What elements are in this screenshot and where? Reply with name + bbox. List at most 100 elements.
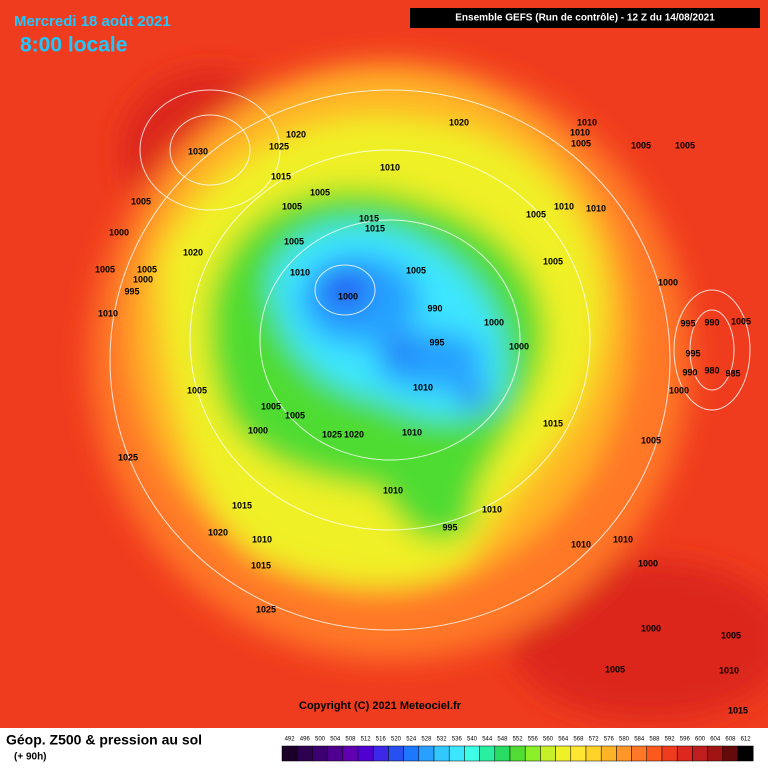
legend-value: 528	[421, 737, 432, 743]
isobar-label: 1030	[188, 146, 208, 156]
legend-value: 544	[482, 737, 493, 743]
isobar-label: 995	[429, 337, 444, 347]
isobar-label: 1005	[721, 630, 741, 640]
isobar-label: 995	[685, 348, 700, 358]
model-box	[410, 8, 760, 28]
legend-swatch	[600, 745, 617, 762]
isobar-label: 1005	[631, 140, 651, 150]
legend-value: 512	[361, 737, 372, 743]
legend-value: 604	[710, 737, 721, 743]
isobar-label: 1000	[133, 274, 153, 284]
isobar-label: 1020	[344, 429, 364, 439]
isobar-label: 990	[682, 367, 697, 377]
isobar-label: 1005	[526, 209, 546, 219]
legend-swatch	[616, 745, 632, 762]
isobar-label: 1000	[641, 623, 661, 633]
isobar-label: 1010	[613, 534, 633, 544]
legend-swatch	[433, 745, 450, 762]
isobar-label: 1010	[380, 162, 400, 172]
isobar-label: 1025	[256, 604, 276, 614]
isobar-label: 1010	[252, 534, 272, 544]
legend-value: 532	[437, 737, 448, 743]
legend-swatch	[570, 745, 587, 762]
isobar-lines	[109, 89, 751, 631]
isobar-label: 1000	[669, 385, 689, 395]
legend-swatch	[327, 745, 344, 762]
isobar-label: 1000	[658, 277, 678, 287]
isobar-label: 1005	[571, 138, 591, 148]
legend-value: 520	[391, 737, 402, 743]
isobar-label: 990	[427, 303, 442, 313]
legend-value: 572	[589, 737, 600, 743]
legend-swatch	[555, 745, 572, 762]
isobar-label: 1015	[365, 223, 385, 233]
legend-swatch	[509, 745, 526, 762]
legend-value: 568	[573, 737, 584, 743]
isobar-label: 985	[725, 368, 740, 378]
legend-swatch	[631, 745, 648, 762]
footer-title: Géop. Z500 & pression au sol	[6, 732, 202, 748]
isobar-label: 1005	[406, 265, 426, 275]
isobar-label: 1000	[338, 291, 358, 301]
legend-value: 584	[634, 737, 645, 743]
legend-value: 500	[315, 737, 326, 743]
isobar-label: 1010	[290, 267, 310, 277]
legend-swatch	[372, 745, 389, 762]
isobar-label: 1005	[187, 385, 207, 395]
legend-value: 596	[680, 737, 691, 743]
legend-swatch	[342, 745, 359, 762]
isobar-label: 1015	[359, 213, 379, 223]
isobar-label: 1010	[586, 203, 606, 213]
isobar-label: 1015	[543, 418, 563, 428]
isobar-label: 1005	[137, 264, 157, 274]
legend-value: 496	[300, 737, 311, 743]
isobar-label: 1005	[131, 196, 151, 206]
forecast-time: 8:00 locale	[20, 34, 127, 57]
isobar-label: 1005	[261, 401, 281, 411]
isobar-label: 1000	[509, 341, 529, 351]
isobar-label: 990	[704, 317, 719, 327]
isobar-label: 1015	[271, 171, 291, 181]
legend-swatch	[646, 745, 663, 762]
legend-swatch	[296, 745, 313, 762]
legend-value: 508	[345, 737, 356, 743]
isobar-label: 995	[124, 286, 139, 296]
isobar-label: 1005	[310, 187, 330, 197]
isobar-label: 1000	[484, 317, 504, 327]
legend-value: 592	[665, 737, 676, 743]
isobar-label: 995	[680, 318, 695, 328]
legend-swatch	[494, 745, 511, 762]
legend-value: 516	[376, 737, 387, 743]
isobar-label: 1010	[383, 485, 403, 495]
legend-value: 608	[725, 737, 736, 743]
legend-value: 540	[467, 737, 478, 743]
legend-swatch	[540, 745, 556, 762]
legend-swatch	[524, 745, 541, 762]
legend-value: 556	[528, 737, 539, 743]
isobar-label: 1025	[269, 141, 289, 151]
isobar-label: 1020	[286, 129, 306, 139]
legend-swatch	[722, 745, 739, 762]
legend-swatch	[479, 745, 496, 762]
legend-swatch	[707, 745, 724, 762]
isobar-label: 1005	[284, 236, 304, 246]
legend-swatch	[661, 745, 678, 762]
isobar-label: 1015	[251, 560, 271, 570]
legend-swatch	[281, 745, 298, 762]
copyright: Copyright (C) 2021 Meteociel.fr	[299, 700, 462, 712]
isobar-label: 1010	[571, 539, 591, 549]
isobar-label: 1025	[118, 452, 138, 462]
isobar-label: 1005	[285, 410, 305, 420]
isobar-label: 1010	[413, 382, 433, 392]
legend-swatch	[388, 745, 404, 762]
isobar-label: 1015	[728, 705, 748, 715]
isobar-label: 1005	[731, 316, 751, 326]
legend-value: 600	[695, 737, 706, 743]
legend-value: 612	[741, 737, 752, 743]
legend-swatch	[418, 745, 435, 762]
isobar-label: 1010	[482, 504, 502, 514]
model-run: Ensemble GEFS (Run de contrôle) - 12 Z d…	[455, 13, 715, 24]
legend-swatch	[585, 745, 602, 762]
